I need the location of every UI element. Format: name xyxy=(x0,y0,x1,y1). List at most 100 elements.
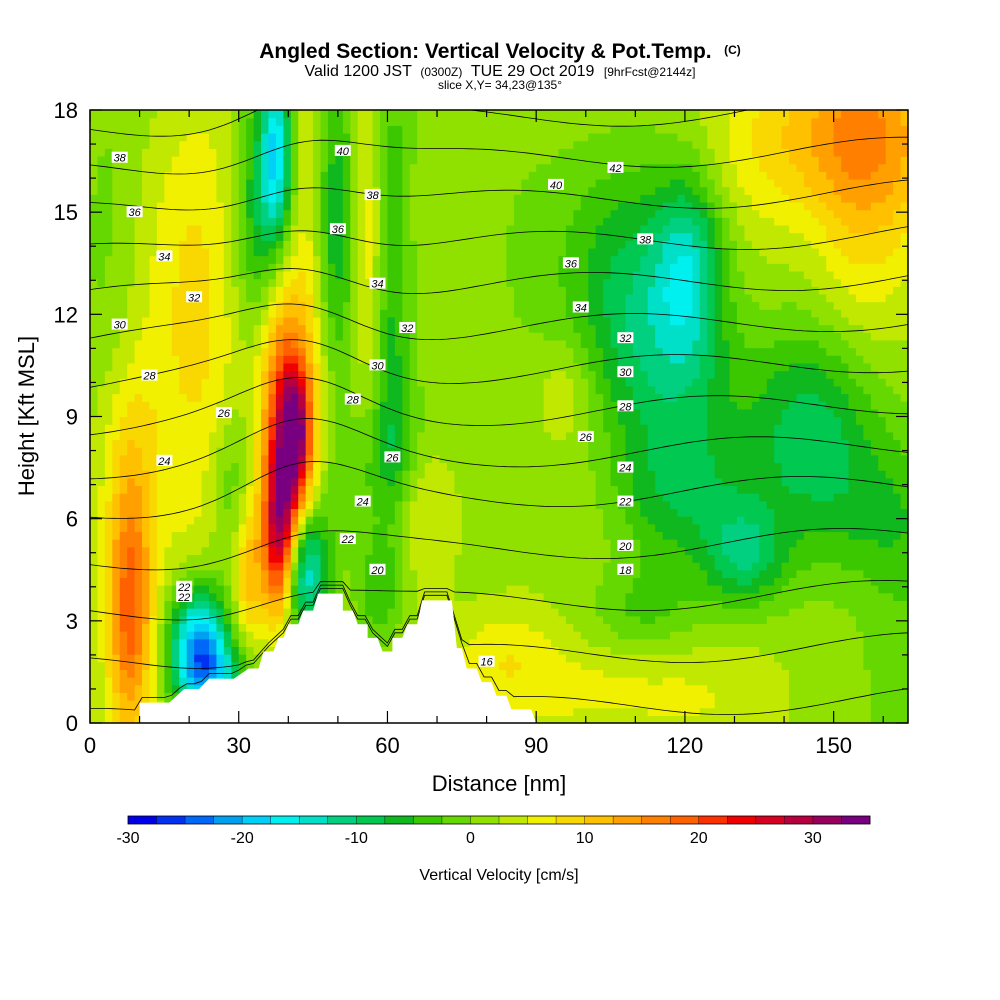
velocity-cell xyxy=(670,546,679,556)
velocity-cell xyxy=(298,600,307,609)
velocity-cell xyxy=(104,669,113,678)
velocity-cell xyxy=(684,608,693,617)
velocity-cell xyxy=(432,454,441,464)
velocity-cell xyxy=(707,546,716,556)
velocity-cell xyxy=(736,485,745,494)
velocity-cell xyxy=(446,493,455,502)
velocity-cell xyxy=(848,408,857,418)
velocity-cell xyxy=(171,470,180,479)
velocity-cell xyxy=(454,462,463,471)
velocity-cell xyxy=(179,462,188,471)
velocity-cell xyxy=(327,385,336,395)
velocity-cell xyxy=(662,493,671,502)
velocity-cell xyxy=(863,669,872,678)
velocity-cell xyxy=(156,508,165,517)
velocity-cell xyxy=(164,393,173,402)
velocity-cell xyxy=(246,370,255,379)
velocity-cell xyxy=(156,577,165,586)
velocity-cell xyxy=(885,554,894,563)
velocity-cell xyxy=(394,585,403,594)
velocity-cell xyxy=(870,669,879,678)
velocity-cell xyxy=(893,569,902,579)
velocity-cell xyxy=(811,439,820,448)
velocity-cell xyxy=(774,608,783,617)
velocity-cell xyxy=(119,692,128,701)
velocity-cell xyxy=(454,454,463,464)
velocity-cell xyxy=(655,539,664,548)
velocity-cell xyxy=(811,592,820,601)
velocity-cell xyxy=(677,569,686,579)
velocity-cell xyxy=(729,401,738,410)
velocity-cell xyxy=(372,378,381,387)
velocity-cell xyxy=(536,408,545,418)
velocity-cell xyxy=(736,692,745,701)
velocity-cell xyxy=(164,477,173,487)
velocity-cell xyxy=(171,585,180,594)
velocity-cell xyxy=(714,508,723,517)
velocity-cell xyxy=(751,661,760,670)
velocity-cell xyxy=(573,447,582,456)
velocity-cell xyxy=(707,439,716,448)
velocity-cell xyxy=(632,608,641,617)
velocity-cell xyxy=(156,669,165,678)
velocity-cell xyxy=(335,585,344,594)
velocity-cell xyxy=(499,378,508,387)
velocity-cell xyxy=(394,401,403,410)
velocity-cell xyxy=(543,485,552,494)
velocity-cell xyxy=(573,654,582,663)
velocity-cell xyxy=(781,669,790,678)
velocity-cell xyxy=(751,462,760,471)
velocity-cell xyxy=(112,539,121,548)
velocity-cell xyxy=(253,447,262,456)
velocity-cell xyxy=(432,569,441,579)
velocity-cell xyxy=(350,600,359,609)
velocity-cell xyxy=(320,385,329,395)
velocity-cell xyxy=(179,447,188,456)
velocity-cell xyxy=(484,638,493,647)
velocity-cell xyxy=(573,401,582,410)
velocity-cell xyxy=(759,416,768,425)
velocity-cell xyxy=(848,393,857,402)
velocity-cell xyxy=(476,546,485,556)
velocity-cell xyxy=(774,592,783,601)
velocity-cell xyxy=(796,516,805,525)
velocity-cell xyxy=(699,677,708,686)
velocity-cell xyxy=(610,539,619,548)
velocity-cell xyxy=(662,592,671,601)
velocity-cell xyxy=(684,554,693,563)
velocity-cell xyxy=(320,500,329,510)
velocity-cell xyxy=(350,562,359,571)
velocity-cell xyxy=(900,539,908,548)
velocity-cell xyxy=(484,531,493,540)
velocity-cell xyxy=(670,654,679,663)
velocity-cell xyxy=(603,600,612,609)
velocity-cell xyxy=(112,462,121,471)
velocity-cell xyxy=(387,447,396,456)
velocity-cell xyxy=(112,531,121,540)
velocity-cell xyxy=(729,615,738,624)
velocity-cell xyxy=(208,378,218,387)
velocity-cell xyxy=(261,500,270,510)
velocity-cell xyxy=(454,608,463,617)
velocity-cell xyxy=(774,677,783,686)
velocity-cell xyxy=(580,707,589,716)
velocity-cell xyxy=(751,654,760,663)
velocity-cell xyxy=(186,454,195,464)
velocity-cell xyxy=(781,447,790,456)
velocity-cell xyxy=(625,600,634,609)
velocity-cell xyxy=(134,646,143,655)
velocity-cell xyxy=(528,577,537,586)
velocity-cell xyxy=(521,401,530,410)
velocity-cell xyxy=(848,385,857,395)
velocity-cell xyxy=(647,447,656,456)
velocity-cell xyxy=(327,431,336,441)
velocity-cell xyxy=(707,393,716,402)
velocity-cell xyxy=(766,600,775,609)
velocity-cell xyxy=(736,677,745,686)
velocity-cell xyxy=(625,508,634,517)
velocity-cell xyxy=(736,615,745,624)
velocity-cell xyxy=(722,585,731,594)
velocity-cell xyxy=(848,700,857,709)
velocity-cell xyxy=(803,401,812,410)
velocity-cell xyxy=(97,569,106,579)
